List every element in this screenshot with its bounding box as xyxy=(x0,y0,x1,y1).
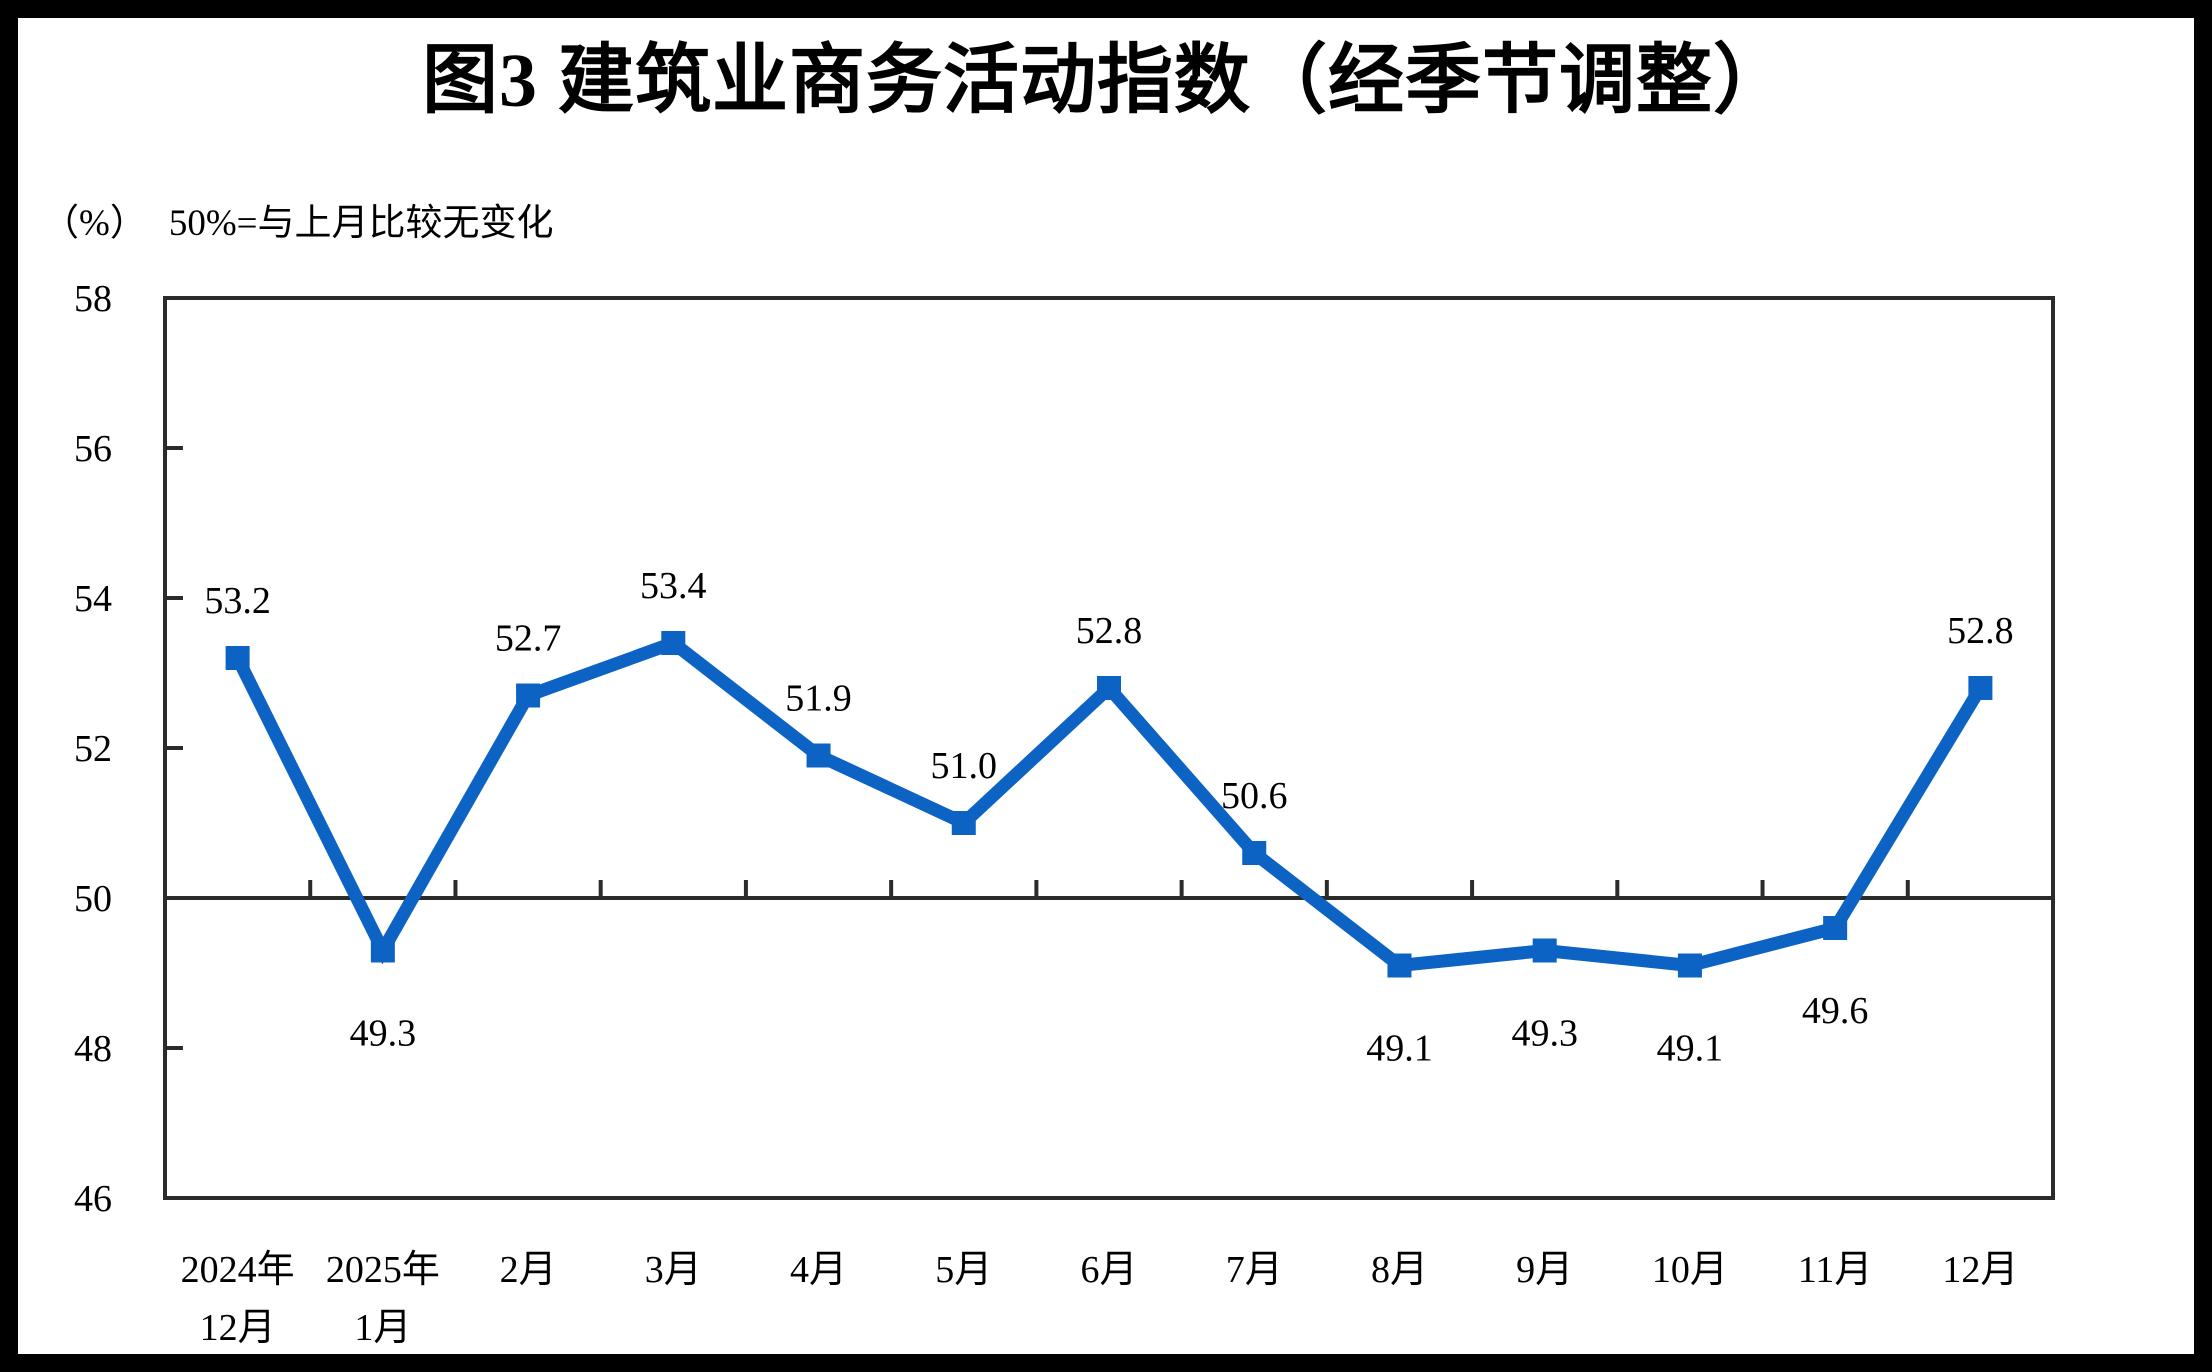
data-point-marker xyxy=(370,938,395,963)
data-label: 53.4 xyxy=(640,565,707,607)
plot-border xyxy=(163,296,2055,1200)
data-point-marker xyxy=(1823,916,1848,940)
chart-title: 图3 建筑业商务活动指数（经季节调整） xyxy=(422,39,1790,123)
chart-subtitle-row: （%） 50%=与上月比较无变化 xyxy=(42,192,554,246)
y-axis-label: 56 xyxy=(74,428,112,470)
data-label: 49.6 xyxy=(1802,990,1869,1032)
x-axis-label: 1月 xyxy=(354,1307,411,1349)
x-axis-label: 9月 xyxy=(1516,1249,1573,1291)
data-label: 51.9 xyxy=(785,678,852,720)
data-label: 50.6 xyxy=(1221,775,1288,817)
data-point-marker xyxy=(951,811,976,835)
data-label: 49.1 xyxy=(1657,1028,1724,1070)
data-point-marker xyxy=(806,743,831,768)
y-axis-label: 48 xyxy=(74,1028,112,1070)
data-point-marker xyxy=(1968,676,1993,700)
y-axis-label: 58 xyxy=(74,278,112,320)
y-axis-label: 54 xyxy=(74,578,112,620)
y-axis-unit-label: （%） xyxy=(42,203,147,244)
data-point-marker xyxy=(516,683,541,708)
x-axis-label: 3月 xyxy=(645,1249,702,1291)
reference-line-note: 50%=与上月比较无变化 xyxy=(168,203,554,244)
data-point-marker xyxy=(225,646,250,670)
x-axis-label: 12月 xyxy=(1942,1249,2018,1291)
y-axis-label: 52 xyxy=(74,728,112,770)
y-axis-label: 46 xyxy=(74,1178,112,1220)
x-axis-label: 6月 xyxy=(1080,1249,1137,1291)
data-point-marker xyxy=(1677,953,1702,978)
x-axis-label: 7月 xyxy=(1226,1249,1283,1291)
y-axis-label: 50 xyxy=(74,878,112,920)
data-label: 52.7 xyxy=(495,618,562,660)
data-point-marker xyxy=(1387,953,1412,978)
data-point-marker xyxy=(661,631,686,655)
x-axis-label: 10月 xyxy=(1652,1249,1728,1291)
data-point-marker xyxy=(1532,938,1557,963)
data-label: 53.2 xyxy=(204,580,271,622)
data-point-marker xyxy=(1242,841,1267,865)
data-label: 49.1 xyxy=(1366,1028,1433,1070)
x-axis-label: 8月 xyxy=(1371,1249,1428,1291)
data-label: 51.0 xyxy=(931,745,998,787)
x-axis-label: 2024年 xyxy=(181,1249,295,1291)
data-label: 52.8 xyxy=(1076,610,1143,652)
data-point-marker xyxy=(1097,676,1121,700)
x-axis-label: 11月 xyxy=(1798,1249,1873,1291)
x-axis-label: 2025年 xyxy=(326,1249,440,1291)
x-axis-label: 12月 xyxy=(200,1307,276,1349)
data-label: 49.3 xyxy=(350,1013,417,1055)
x-axis-label: 5月 xyxy=(935,1249,992,1291)
data-label: 52.8 xyxy=(1947,610,2014,652)
x-axis-label: 2月 xyxy=(500,1249,557,1291)
x-axis-label: 4月 xyxy=(790,1249,847,1291)
data-label: 49.3 xyxy=(1511,1013,1578,1055)
